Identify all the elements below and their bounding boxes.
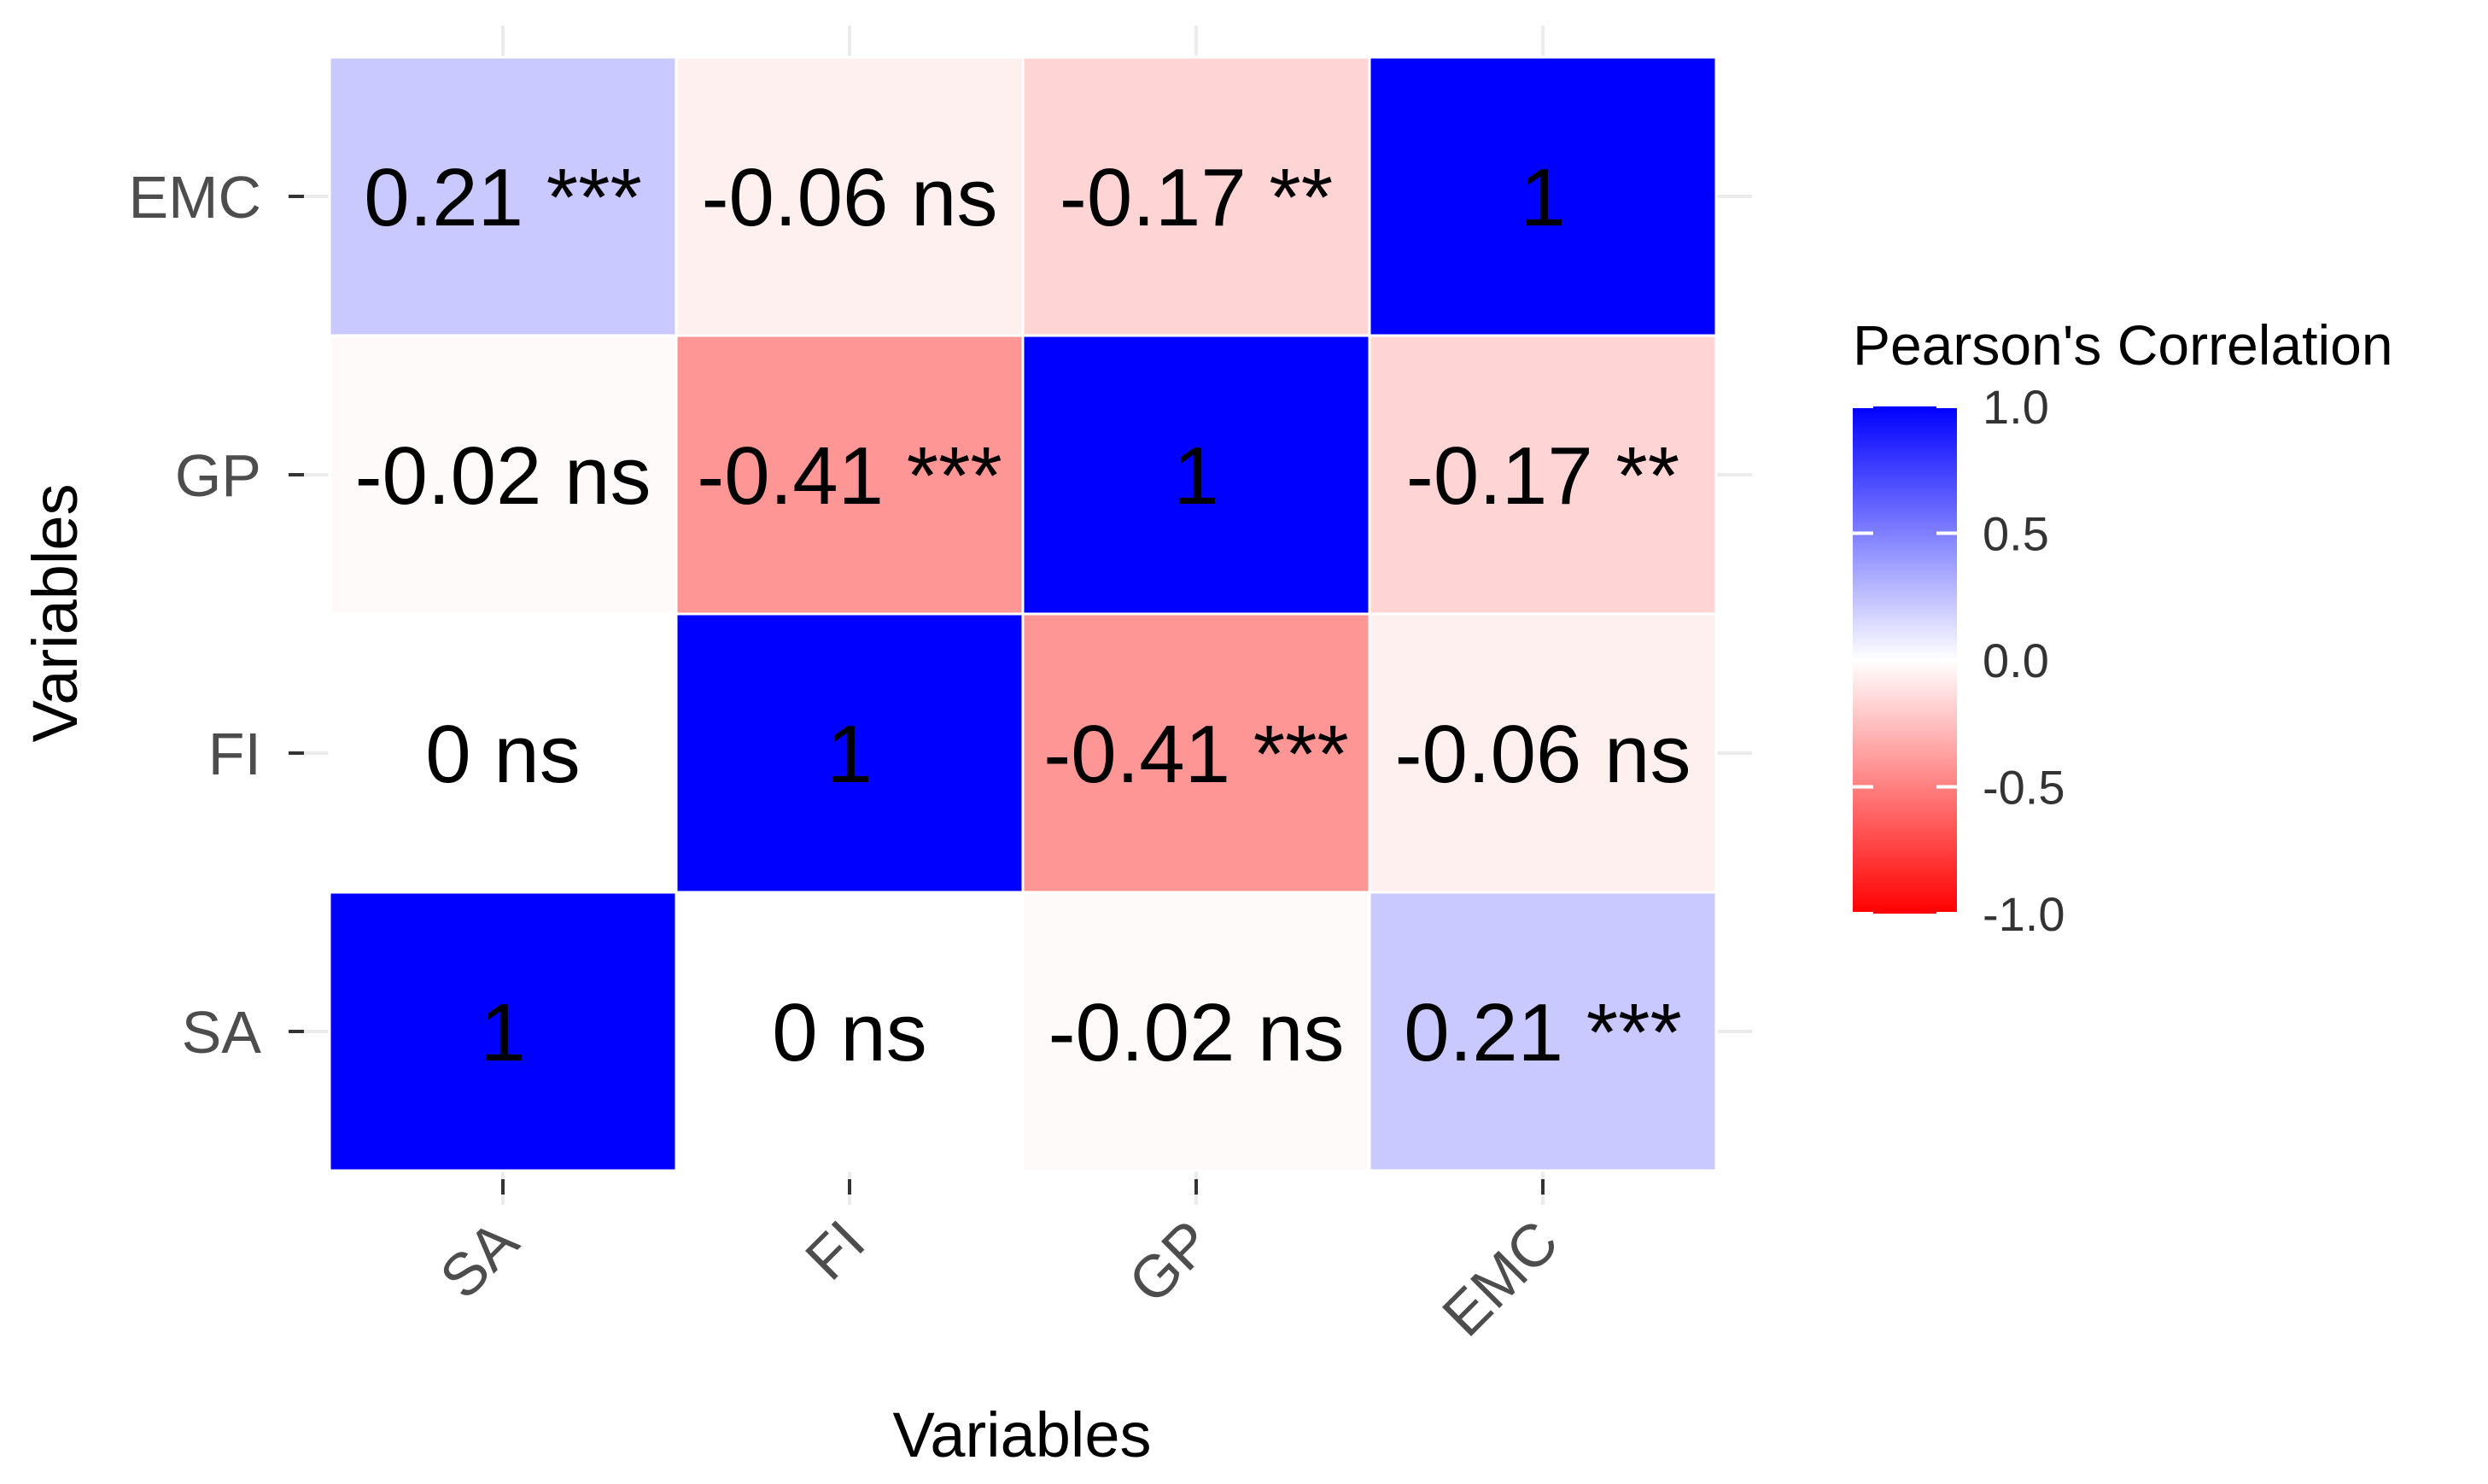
cell-value-label: 0.21 *** [1404,987,1682,1078]
cell-value-label: 0.21 *** [364,152,642,243]
heatmap-cell [1368,891,1718,1172]
y-axis-title: Variables [20,483,91,742]
cell-value-label: 1 [1520,152,1565,243]
cell-value-label: -0.17 ** [1060,152,1333,243]
heatmap-cell [328,334,678,616]
heatmap-cell [1368,334,1718,616]
heatmap-cell [1368,56,1718,337]
cell-value-label: 0 ns [425,709,580,800]
x-tick-label: FI [792,1207,877,1292]
legend-tick-label: -1.0 [1983,887,2065,941]
color-legend: Pearson's Correlation 1.0 0.5 0.0 -0.5 -1.0 [1853,313,2393,941]
y-tick-label: GP [175,442,261,509]
legend-tick-label: -0.5 [1983,761,2065,815]
cell-value-label: -0.06 ns [1395,709,1691,800]
legend-tick-label: 1.0 [1983,380,2049,434]
cell-value-label: 1 [1173,430,1218,522]
cell-value-label: -0.02 ns [355,430,651,522]
heatmap-cell [1021,334,1371,616]
cell-value-label: 1 [826,709,872,800]
heatmap-cell [675,612,1025,894]
y-tick-label: SA [182,999,262,1066]
x-tick-label: GP [1116,1207,1224,1316]
heatmap-cell [1021,891,1371,1172]
cell-value-label: -0.02 ns [1048,987,1345,1078]
cell-value-label: 1 [480,987,525,1078]
legend-tick-label: 0.5 [1983,507,2049,561]
cell-value-label: -0.41 *** [697,430,1002,522]
heatmap-cell [1368,612,1718,894]
x-tick-label: EMC [1429,1207,1570,1348]
cell-value-label: 0 ns [772,987,926,1078]
x-axis-title: Variables [892,1399,1151,1470]
x-tick-label: SA [427,1207,530,1311]
heatmap-cell [675,891,1025,1172]
y-tick-label: EMC [128,164,261,231]
cell-value-label: -0.41 *** [1043,709,1349,800]
heatmap-cell [328,56,678,337]
heatmap-cell [675,56,1025,337]
y-tick-label: FI [208,721,261,787]
legend-tick-label: 0.0 [1983,634,2049,687]
cell-value-label: -0.06 ns [702,152,998,243]
legend-title: Pearson's Correlation [1853,313,2393,377]
cell-value-label: -0.17 ** [1406,430,1679,522]
heatmap-cell [1021,56,1371,337]
heatmap-cells [328,56,1718,1172]
cell-labels: 1 0 ns -0.02 ns 0.21 *** 0 ns 1 -0.41 *** -0.06… [355,152,1691,1078]
heatmap-cell [328,891,678,1172]
